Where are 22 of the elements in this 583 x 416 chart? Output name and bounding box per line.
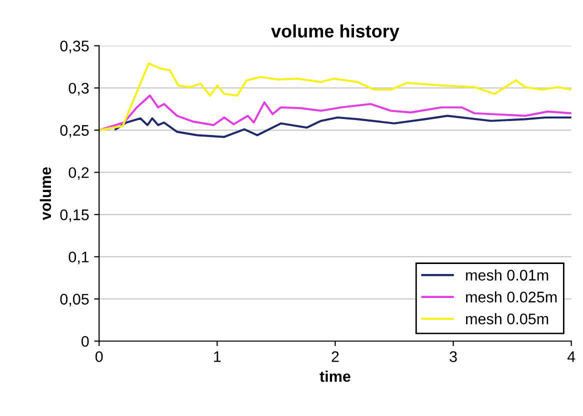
x-tick-label: 1 bbox=[214, 351, 221, 362]
y-tick-label: 0,25 bbox=[60, 125, 89, 138]
y-tick-label: 0,35 bbox=[60, 40, 89, 54]
legend-label: mesh 0.05m bbox=[466, 313, 548, 324]
y-tick-label: 0,05 bbox=[60, 294, 89, 306]
y-axis-title: volume bbox=[40, 167, 52, 220]
x-tick-label: 4 bbox=[567, 351, 576, 362]
x-tick-label: 0 bbox=[95, 351, 103, 362]
y-tick-label: 0,1 bbox=[68, 252, 89, 264]
x-axis-title: time bbox=[320, 370, 350, 382]
y-tick-label: 0,3 bbox=[68, 82, 89, 96]
y-tick-label: 0,2 bbox=[68, 167, 89, 180]
y-tick-label: 0 bbox=[81, 336, 89, 347]
x-tick-label: 2 bbox=[332, 351, 339, 362]
line-series bbox=[114, 114, 572, 138]
legend-label: mesh 0.025m bbox=[466, 291, 557, 302]
legend-label: mesh 0.01m bbox=[466, 269, 548, 281]
line-series bbox=[99, 62, 572, 132]
chart-title: volume history bbox=[271, 24, 400, 42]
line-series bbox=[99, 94, 572, 132]
x-tick-label: 3 bbox=[450, 351, 457, 362]
y-tick-label: 0,15 bbox=[60, 209, 89, 222]
